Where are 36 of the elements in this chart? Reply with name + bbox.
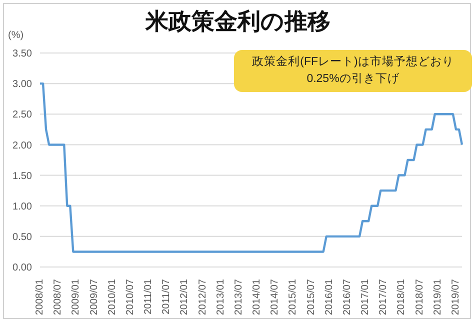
x-tick-label: 2017/07 xyxy=(378,278,390,316)
y-tick-label: 0.00 xyxy=(12,262,32,274)
note-box: 政策金利(FFレート)は市場予想どおり 0.25%の引き下げ xyxy=(234,50,472,92)
x-tick-label: 2013/07 xyxy=(233,278,244,316)
x-tick-label: 2015/07 xyxy=(306,278,317,316)
x-tick-label: 2016/01 xyxy=(324,278,335,316)
y-tick-label: 3.00 xyxy=(12,79,32,90)
x-tick-label: 2018/01 xyxy=(396,278,408,316)
x-tick-label: 2014/07 xyxy=(270,278,281,316)
x-tick-label: 2008/01 xyxy=(34,278,46,316)
y-tick-label: 1.50 xyxy=(12,170,32,182)
x-tick-label: 2009/07 xyxy=(88,278,100,316)
x-tick-label: 2012/07 xyxy=(197,278,208,316)
x-tick-label: 2019/01 xyxy=(432,278,444,316)
x-tick-label: 2010/01 xyxy=(106,278,118,316)
line-series xyxy=(38,82,464,253)
x-tick-label: 2010/07 xyxy=(124,278,136,316)
x-tick-label: 2016/07 xyxy=(342,278,353,316)
chart-title: 米政策金利の推移 xyxy=(146,8,330,34)
x-tick-label: 2011/07 xyxy=(161,278,172,314)
x-tick-label: 2012/01 xyxy=(179,278,190,316)
y-tick-label: 1.00 xyxy=(12,201,32,212)
x-tick-label: 2018/07 xyxy=(414,278,426,316)
y-axis-title: (%) xyxy=(8,30,24,41)
x-tick-label: 2014/01 xyxy=(252,278,263,316)
x-tick-label: 2011/01 xyxy=(143,278,154,314)
x-tick-label: 2019/07 xyxy=(450,278,462,316)
x-tick-label: 2013/01 xyxy=(215,278,226,316)
x-tick-label: 2009/01 xyxy=(70,278,82,316)
y-tick-label: 0.50 xyxy=(12,232,32,243)
x-tick-label: 2017/01 xyxy=(360,278,372,316)
x-tick-label: 2008/07 xyxy=(52,278,64,316)
y-tick-label: 3.50 xyxy=(12,48,32,60)
y-tick-label: 2.50 xyxy=(12,110,32,121)
y-tick-label: 2.00 xyxy=(12,140,32,152)
x-tick-label: 2015/01 xyxy=(288,278,299,316)
